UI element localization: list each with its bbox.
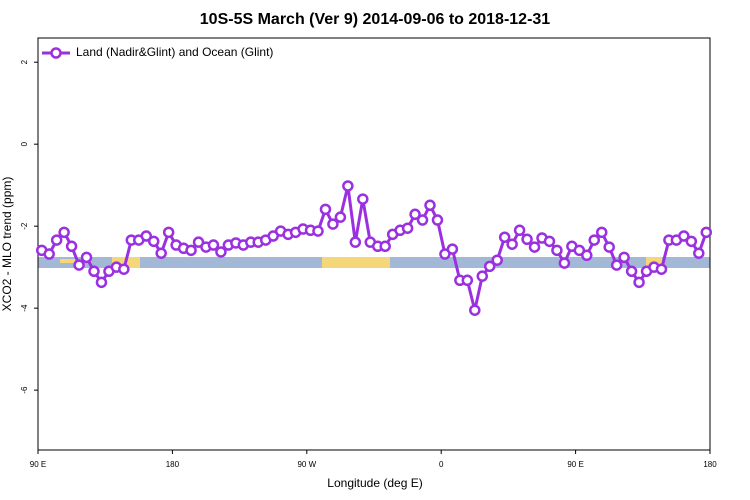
data-point [551, 244, 563, 257]
x-tick-label: 180 [703, 460, 717, 469]
data-point [207, 239, 220, 251]
legend-marker [50, 47, 62, 59]
data-point [498, 231, 511, 243]
data-point [446, 243, 459, 255]
data-point [424, 199, 436, 212]
data-point [319, 203, 332, 216]
data-point [334, 211, 347, 223]
data-point [431, 214, 444, 226]
data-point [215, 246, 227, 258]
data-point [43, 248, 55, 260]
plot-frame [37, 37, 711, 451]
data-point [625, 265, 638, 278]
data-point [65, 240, 78, 253]
data-point [595, 226, 608, 239]
data-point [185, 244, 197, 257]
y-tick-label: 2 [20, 59, 29, 64]
data-point [558, 257, 571, 269]
data-point [678, 230, 690, 242]
data-point [528, 241, 541, 253]
data-point [95, 276, 108, 289]
data-point [312, 225, 324, 237]
data-point [491, 254, 503, 266]
y-tick-label: -6 [20, 386, 29, 394]
data-point [416, 214, 429, 226]
data-point [581, 249, 593, 262]
data-point [80, 251, 93, 264]
data-point [73, 259, 85, 271]
data-point [483, 260, 496, 273]
data-point [633, 276, 645, 289]
x-tick-label: 90 W [297, 460, 316, 469]
data-point [140, 230, 153, 242]
data-point [685, 235, 698, 248]
data-point [700, 226, 713, 239]
data-point [342, 180, 354, 192]
data-point [379, 240, 391, 253]
data-point [469, 304, 481, 316]
data-point [118, 263, 130, 275]
data-point [327, 218, 339, 230]
data-point [655, 263, 668, 275]
y-tick-label: -4 [20, 304, 29, 312]
data-point [618, 251, 630, 264]
data-point [603, 241, 615, 253]
data-point [162, 226, 175, 239]
data-point [50, 234, 63, 246]
x-axis-label: Longitude (deg E) [327, 476, 422, 490]
y-axis-label: XCO2 - MLO trend (ppm) [0, 177, 14, 312]
legend-label: Land (Nadir&Glint) and Ocean (Glint) [76, 45, 273, 59]
data-point [543, 235, 556, 248]
x-tick-label: 90 E [30, 460, 46, 469]
data-point [349, 236, 362, 248]
data-point [357, 193, 369, 205]
data-point [521, 233, 533, 246]
data-point [693, 247, 705, 259]
data-point [155, 247, 167, 259]
data-point [409, 208, 421, 221]
x-tick-label: 180 [166, 460, 180, 469]
data-point [88, 265, 100, 278]
data-point [513, 224, 526, 237]
y-tick-label: -2 [20, 222, 29, 230]
data-point [147, 235, 160, 248]
data-point [461, 274, 474, 287]
data-point [58, 226, 70, 239]
map-strip [38, 257, 710, 268]
x-tick-label: 90 E [567, 460, 583, 469]
data-point [610, 259, 623, 271]
data-point [401, 222, 414, 234]
x-tick-label: 0 [439, 460, 444, 469]
data-point [476, 270, 489, 282]
data-point [588, 234, 601, 246]
chart-title: 10S-5S March (Ver 9) 2014-09-06 to 2018-… [200, 11, 551, 28]
data-point [506, 238, 518, 250]
y-tick-label: 0 [20, 141, 29, 146]
